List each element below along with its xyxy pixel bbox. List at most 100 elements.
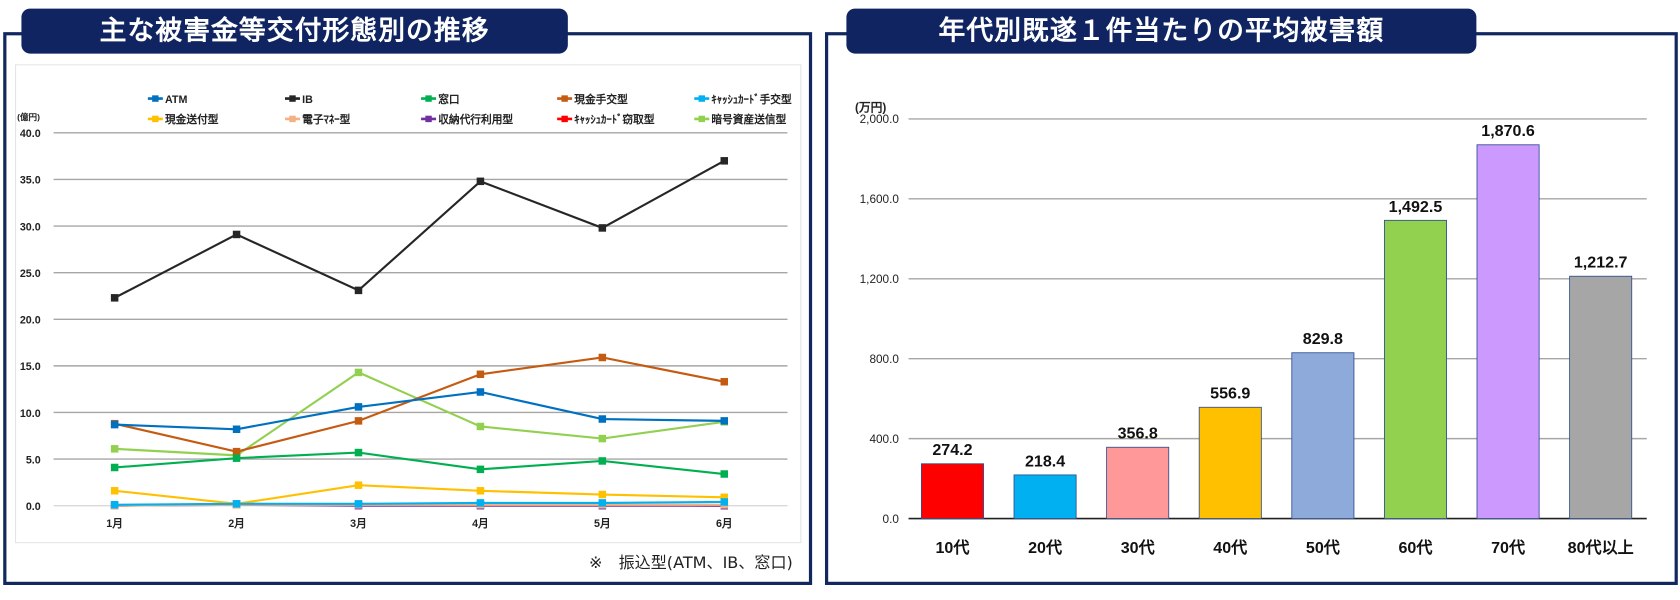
legend-label: 窓口 bbox=[438, 93, 459, 106]
data-label: 1,492.5 bbox=[1389, 198, 1443, 216]
data-point bbox=[598, 353, 607, 362]
series-line-9 bbox=[114, 371, 725, 457]
x-tick-label: 4月 bbox=[472, 518, 489, 530]
x-tick-label: 5月 bbox=[594, 518, 611, 530]
right-title: 年代別既遂１件当たりの平均被害額 bbox=[846, 8, 1477, 54]
y-tick-label: 20.0 bbox=[20, 315, 41, 327]
bar-5 bbox=[1383, 219, 1447, 519]
x-tick-label: 10代 bbox=[936, 538, 970, 557]
bar-6 bbox=[1476, 144, 1540, 519]
data-point bbox=[720, 417, 729, 425]
bar-3 bbox=[1198, 406, 1262, 519]
bar-chart: (万円) 0.0 400.0 800.0 1,200.0 1,600.0 2,000.0 27… bbox=[855, 101, 1647, 557]
data-point bbox=[354, 448, 363, 457]
data-label: 1,870.6 bbox=[1481, 122, 1535, 140]
y-tick-label: 40.0 bbox=[20, 128, 41, 140]
line-chart: (億円) 0.0 5.0 10.0 15.0 20.0 25.0 30.0 35.0 40.0 1月… bbox=[17, 93, 792, 530]
data-point bbox=[476, 177, 485, 186]
x-tick-label: 2月 bbox=[228, 518, 245, 530]
legend-label: 暗号資産送信型 bbox=[711, 113, 786, 126]
x-tick-label: 40代 bbox=[1213, 538, 1247, 557]
legend-marker bbox=[425, 95, 432, 102]
legend-marker bbox=[289, 95, 296, 102]
data-point bbox=[598, 434, 607, 443]
data-label: 1,212.7 bbox=[1574, 254, 1628, 272]
series-line-5 bbox=[114, 484, 725, 505]
data-point bbox=[476, 388, 485, 396]
legend-label: 現金手交型 bbox=[574, 93, 628, 106]
y-tick-label: 400.0 bbox=[869, 433, 899, 446]
y-tick-label: 1,600.0 bbox=[860, 193, 900, 206]
legend-marker bbox=[289, 115, 296, 123]
stage: 主な被害金等交付形態別の推移 (億円) 0.0 5.0 10.0 15.0 20.0 25.… bbox=[3, 8, 1678, 585]
data-label: 829.8 bbox=[1303, 330, 1343, 348]
y-tick-label: 2,000.0 bbox=[860, 113, 900, 126]
y-axis-unit: (万円) bbox=[855, 101, 886, 114]
data-point bbox=[354, 481, 363, 489]
y-axis-unit: (億円) bbox=[17, 111, 40, 122]
legend-marker bbox=[425, 115, 432, 123]
data-point bbox=[354, 417, 363, 425]
legend-label: ｷｬｯｼｭｶｰﾄﾞ手交型 bbox=[711, 93, 792, 106]
data-point bbox=[598, 457, 607, 465]
data-point bbox=[598, 415, 607, 423]
legend-marker bbox=[698, 95, 705, 102]
x-tick-label: 3月 bbox=[350, 518, 367, 530]
footnote: ※ 振込型(ATM、IB、窓口) bbox=[589, 552, 793, 573]
x-tick-label: 60代 bbox=[1399, 538, 1433, 557]
legend-marker bbox=[152, 95, 159, 102]
y-tick-label: 10.0 bbox=[20, 408, 41, 420]
data-point bbox=[110, 501, 119, 509]
bar-1 bbox=[1013, 474, 1077, 519]
data-point bbox=[232, 454, 241, 462]
series-line-1 bbox=[114, 159, 725, 299]
x-tick-label: 20代 bbox=[1028, 538, 1062, 557]
data-point bbox=[720, 470, 729, 478]
data-label: 556.9 bbox=[1210, 385, 1250, 403]
y-tick-label: 35.0 bbox=[20, 175, 41, 187]
data-point bbox=[110, 294, 119, 302]
data-label: 356.8 bbox=[1118, 425, 1158, 443]
data-point bbox=[476, 465, 485, 474]
data-point bbox=[476, 487, 485, 495]
legend-label: 現金送付型 bbox=[165, 113, 219, 126]
data-point bbox=[354, 500, 363, 508]
data-point bbox=[232, 425, 241, 434]
data-label: 218.4 bbox=[1025, 452, 1065, 470]
data-point bbox=[110, 487, 119, 495]
legend-label: ATM bbox=[165, 94, 187, 106]
x-tick-label: 30代 bbox=[1121, 538, 1155, 557]
y-tick-label: 15.0 bbox=[20, 361, 41, 373]
y-tick-label: 30.0 bbox=[20, 221, 41, 233]
bar-2 bbox=[1106, 446, 1170, 519]
series-line-3 bbox=[114, 356, 725, 453]
data-point bbox=[354, 286, 363, 295]
data-point bbox=[354, 368, 363, 377]
legend-label: IB bbox=[302, 94, 313, 106]
data-point bbox=[110, 463, 119, 472]
y-tick-label: 5.0 bbox=[26, 454, 41, 466]
data-point bbox=[720, 493, 729, 502]
data-point bbox=[476, 370, 485, 379]
data-label: 274.2 bbox=[932, 441, 972, 459]
data-point bbox=[720, 377, 729, 386]
data-point bbox=[232, 500, 241, 508]
data-point bbox=[598, 499, 607, 507]
legend-marker bbox=[152, 115, 159, 123]
line-chart-area bbox=[14, 64, 802, 544]
series-line-2 bbox=[114, 451, 725, 476]
data-point bbox=[598, 224, 607, 232]
series-line-0 bbox=[114, 390, 725, 431]
data-point bbox=[110, 445, 119, 453]
bar-0 bbox=[920, 463, 984, 519]
data-point bbox=[476, 422, 485, 431]
legend-marker bbox=[698, 115, 705, 123]
left-title: 主な被害金等交付形態別の推移 bbox=[21, 8, 568, 54]
legend-marker bbox=[561, 115, 568, 123]
x-tick-label: 1月 bbox=[106, 518, 123, 530]
data-point bbox=[598, 490, 607, 499]
data-point bbox=[720, 157, 729, 165]
y-tick-label: 0.0 bbox=[883, 513, 900, 526]
y-tick-label: 25.0 bbox=[20, 268, 41, 280]
data-point bbox=[232, 447, 241, 456]
